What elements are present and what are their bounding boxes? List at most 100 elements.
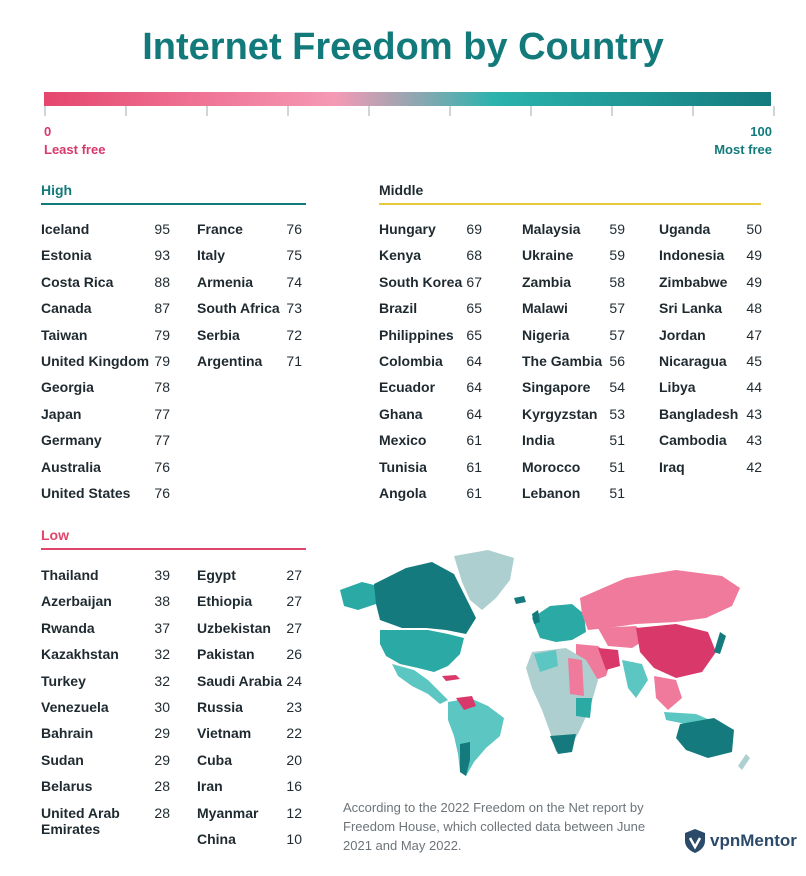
country-name: Zambia — [522, 273, 572, 290]
country-score: 72 — [286, 326, 302, 343]
country-name: Tunisia — [379, 458, 427, 475]
scale-max-label: Most free — [714, 142, 772, 157]
map-canada — [374, 562, 476, 634]
country-score: 48 — [746, 300, 762, 317]
country-name: Cuba — [197, 751, 232, 768]
group-rule-low — [41, 548, 306, 550]
scale-tick — [44, 106, 46, 116]
country-score: 42 — [746, 458, 762, 475]
country-score: 29 — [154, 751, 170, 768]
country-name: Malawi — [522, 300, 568, 317]
country-name: South Africa — [197, 300, 280, 317]
country-name: Hungary — [379, 221, 436, 237]
country-name: Ethiopia — [197, 593, 253, 610]
country-name: Cambodia — [659, 432, 727, 449]
country-name: Iraq — [659, 458, 685, 475]
country-name: South Korea — [379, 273, 463, 290]
map-iran — [598, 648, 620, 670]
country-score: 56 — [609, 353, 625, 369]
country-score: 59 — [609, 247, 625, 264]
logo-text: vpnMentor — [710, 831, 797, 850]
country-score: 51 — [609, 458, 625, 475]
country-name: Bangladesh — [659, 405, 739, 422]
map-kazakhstan — [598, 626, 648, 648]
scale-tick — [692, 106, 694, 116]
country-score: 88 — [154, 273, 170, 290]
country-score: 47 — [746, 326, 762, 343]
map-alaska — [340, 582, 378, 610]
country-name: Zimbabwe — [659, 273, 728, 290]
country-score: 59 — [609, 221, 625, 237]
country-name: United States — [41, 485, 131, 501]
country-score: 23 — [286, 699, 302, 715]
scale-min-label: Least free — [44, 142, 106, 157]
group-title-low: Low — [41, 527, 69, 543]
country-score: 65 — [466, 300, 482, 317]
country-score: 61 — [466, 458, 482, 475]
scale-tick — [125, 106, 127, 116]
country-name: Uzbekistan — [197, 619, 271, 636]
country-score: 64 — [466, 405, 482, 422]
country-score: 39 — [154, 567, 170, 583]
country-score: 67 — [466, 273, 482, 290]
country-score: 64 — [466, 379, 482, 396]
country-score: 29 — [154, 725, 170, 742]
country-score: 93 — [154, 247, 170, 264]
map-australia — [676, 718, 734, 758]
country-name: Thailand — [41, 567, 99, 583]
country-name: India — [522, 432, 555, 449]
country-name: Jordan — [659, 326, 706, 343]
country-name: Morocco — [522, 458, 581, 475]
map-usa — [380, 630, 464, 672]
country-score: 32 — [154, 672, 170, 689]
country-score: 24 — [286, 672, 302, 689]
country-name: France — [197, 221, 243, 237]
country-name: Kyrgyzstan — [522, 405, 598, 422]
shield-logo-icon — [685, 829, 705, 853]
map-europe — [532, 604, 586, 642]
country-score: 49 — [746, 273, 762, 290]
country-name: Kenya — [379, 247, 422, 264]
country-score: 27 — [286, 567, 302, 583]
country-name: Canada — [41, 300, 92, 317]
country-score: 50 — [746, 221, 762, 237]
country-name: Turkey — [41, 672, 86, 689]
country-name: Germany — [41, 432, 102, 449]
country-score: 22 — [286, 725, 302, 742]
country-name: Mexico — [379, 432, 427, 449]
country-name: Myanmar — [197, 804, 259, 821]
country-name: Nigeria — [522, 326, 570, 343]
scale-tick — [449, 106, 451, 116]
country-score: 79 — [154, 326, 170, 343]
country-score: 75 — [286, 247, 302, 264]
country-score: 61 — [466, 485, 482, 501]
country-name: Sri Lanka — [659, 300, 723, 317]
country-name: Ghana — [379, 405, 423, 422]
country-name: Estonia — [41, 247, 92, 264]
country-score: 37 — [154, 619, 170, 636]
scale-min-value: 0 — [44, 124, 52, 139]
country-score: 27 — [286, 593, 302, 610]
country-name: United Kingdom — [41, 353, 150, 369]
map-mexico — [392, 664, 448, 704]
country-name: Pakistan — [197, 646, 255, 663]
country-name: Colombia — [379, 353, 443, 369]
country-score: 78 — [154, 379, 170, 396]
country-score: 54 — [609, 379, 625, 396]
country-name: Malaysia — [522, 221, 581, 237]
map-cuba — [442, 675, 460, 681]
country-score: 44 — [746, 379, 762, 396]
country-score: 68 — [466, 247, 482, 264]
country-name: Saudi Arabia — [197, 672, 283, 689]
country-score: 30 — [154, 699, 170, 715]
country-score: 28 — [154, 804, 170, 821]
scale-tick — [773, 106, 775, 116]
country-name: United Arab Emirates — [41, 804, 120, 837]
map-china — [636, 624, 716, 678]
group-title-middle: Middle — [379, 182, 424, 198]
country-name: Costa Rica — [41, 273, 114, 290]
country-score: 79 — [154, 353, 170, 369]
country-score: 16 — [286, 778, 302, 795]
country-score: 43 — [746, 432, 762, 449]
country-score: 51 — [609, 432, 625, 449]
